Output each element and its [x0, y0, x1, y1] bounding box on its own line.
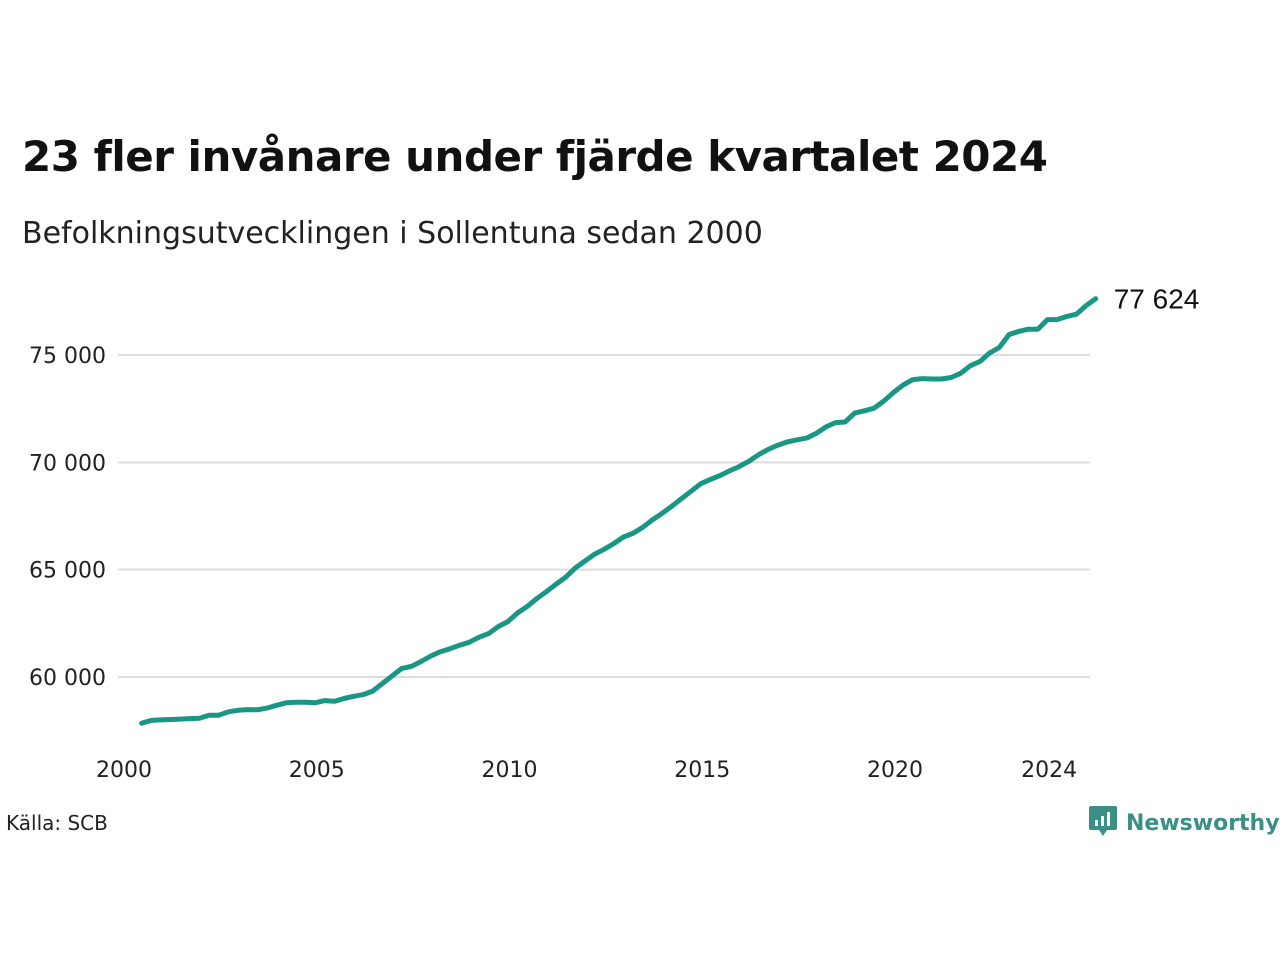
chart-title: 23 fler invånare under fjärde kvartalet … [22, 132, 1048, 181]
brand-logo: Newsworthy [1088, 804, 1280, 842]
gridlines [118, 354, 1090, 678]
x-axis-labels: 2000 2005 2010 2015 2020 2024 [96, 758, 1077, 783]
end-value-label: 77 624 [1114, 284, 1200, 315]
y-tick-label: 75 000 [29, 344, 106, 369]
series-line [139, 296, 1099, 726]
y-tick-label: 70 000 [29, 451, 106, 476]
chart-subtitle: Befolkningsutvecklingen i Sollentuna sed… [22, 216, 763, 251]
y-tick-label: 60 000 [29, 666, 106, 691]
x-tick-label: 2015 [674, 758, 730, 783]
x-tick-label: 2024 [1021, 758, 1077, 783]
end-label-layer: 77 624 [1114, 284, 1200, 315]
y-tick-label: 65 000 [29, 559, 106, 584]
x-tick-label: 2010 [481, 758, 537, 783]
x-tick-label: 2000 [96, 758, 152, 783]
y-axis-labels: 60 000 65 000 70 000 75 000 [29, 344, 106, 691]
x-tick-label: 2005 [289, 758, 345, 783]
x-tick-label: 2020 [867, 758, 923, 783]
bar-chart-icon [1088, 804, 1118, 842]
source-note: Källa: SCB [6, 811, 108, 835]
series-layer [139, 296, 1099, 726]
brand-name: Newsworthy [1126, 810, 1280, 836]
